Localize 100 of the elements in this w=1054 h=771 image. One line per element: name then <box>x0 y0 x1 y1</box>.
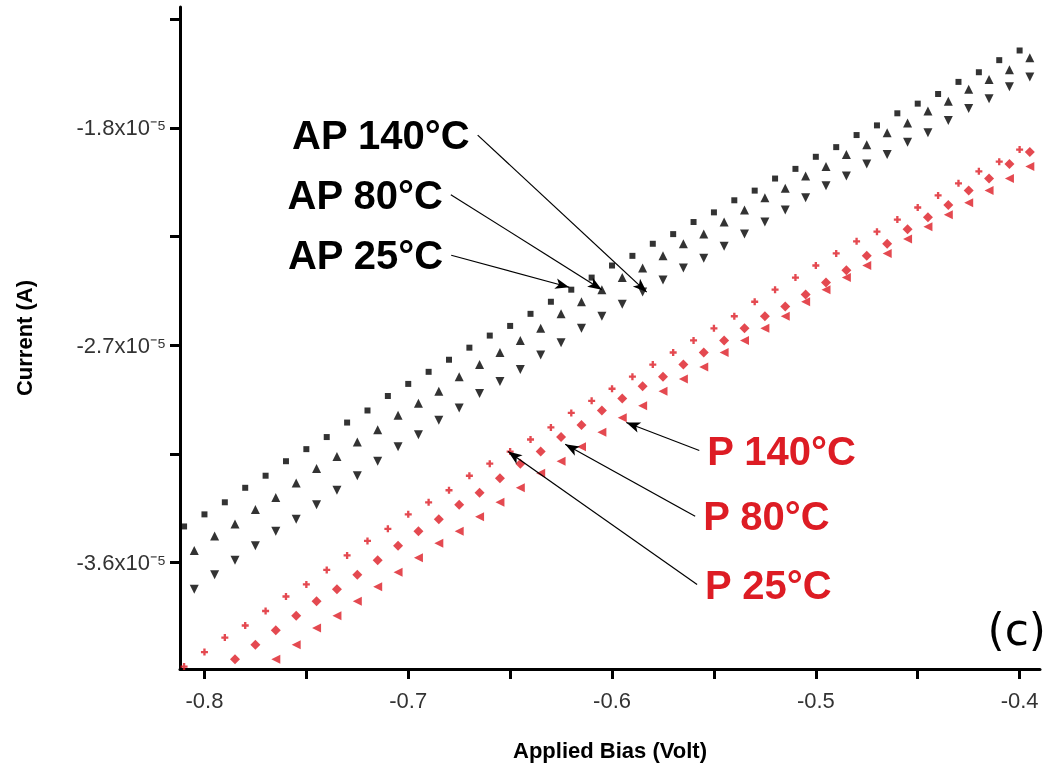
point <box>475 389 485 399</box>
point <box>576 442 586 452</box>
point <box>935 90 942 97</box>
point <box>576 323 586 333</box>
point <box>731 197 738 204</box>
point <box>556 456 566 466</box>
point <box>332 451 342 461</box>
annotation: P 140°C <box>707 428 857 473</box>
point <box>230 654 241 665</box>
point <box>230 555 240 565</box>
point <box>690 336 698 344</box>
point <box>943 210 953 220</box>
point <box>873 122 880 129</box>
point <box>312 500 322 510</box>
point <box>943 116 953 126</box>
point <box>344 419 351 426</box>
point <box>740 229 749 239</box>
point <box>923 128 933 138</box>
point <box>955 78 962 85</box>
point <box>772 175 779 182</box>
point <box>352 569 363 580</box>
x-tick-label: -0.6 <box>593 687 631 713</box>
point <box>882 238 893 249</box>
point <box>739 323 750 334</box>
point <box>649 361 657 369</box>
point <box>995 158 1003 166</box>
point <box>963 185 974 196</box>
point <box>230 519 240 529</box>
point <box>210 531 220 541</box>
point <box>1025 161 1035 171</box>
point <box>882 128 892 138</box>
point <box>678 374 688 384</box>
point <box>494 473 505 484</box>
point <box>690 219 697 226</box>
point <box>393 567 403 577</box>
x-tick-label: -0.5 <box>796 687 835 713</box>
point <box>914 204 922 212</box>
point <box>658 251 668 261</box>
point <box>841 273 851 283</box>
point <box>699 229 709 239</box>
point <box>914 100 921 107</box>
point <box>649 240 656 247</box>
point <box>446 356 452 363</box>
point <box>710 209 717 216</box>
point <box>698 347 709 358</box>
point <box>861 250 872 261</box>
point <box>547 423 555 431</box>
point <box>221 634 229 642</box>
point <box>791 274 799 282</box>
point <box>922 212 933 223</box>
x-axis-title: Applied Bias (Volt) <box>513 737 707 763</box>
point <box>352 471 362 481</box>
point <box>812 153 819 160</box>
y-tick-label: -2.7x10⁻⁵ <box>76 332 166 358</box>
point <box>465 472 473 480</box>
point <box>801 193 811 203</box>
point <box>433 514 444 525</box>
point <box>454 526 464 536</box>
point <box>556 338 566 348</box>
point <box>617 413 627 423</box>
point <box>628 373 636 381</box>
point <box>373 582 383 592</box>
point <box>434 386 444 396</box>
point <box>405 380 412 387</box>
point <box>780 205 790 215</box>
point <box>1016 47 1023 54</box>
point <box>200 648 208 656</box>
point <box>719 335 730 346</box>
point <box>536 350 546 360</box>
point <box>547 298 554 305</box>
point <box>984 173 995 184</box>
point <box>588 397 596 405</box>
point <box>393 442 403 452</box>
point <box>841 149 851 159</box>
point <box>425 368 432 375</box>
point <box>853 132 860 139</box>
point <box>853 237 861 245</box>
point <box>515 364 525 374</box>
point <box>291 610 302 621</box>
point <box>291 640 301 650</box>
point <box>740 205 749 215</box>
point <box>678 359 689 370</box>
point <box>934 191 942 199</box>
point <box>699 362 709 372</box>
point <box>332 485 342 495</box>
point <box>404 510 412 518</box>
annotation: AP 140°C <box>292 113 470 158</box>
point <box>841 265 852 276</box>
point <box>596 405 607 416</box>
point <box>576 297 586 307</box>
point <box>975 69 982 76</box>
point <box>425 498 433 506</box>
point <box>759 311 770 322</box>
point <box>862 261 872 271</box>
point <box>894 110 901 117</box>
point <box>486 332 493 339</box>
point <box>1024 146 1035 157</box>
point <box>413 553 423 563</box>
point <box>250 505 260 515</box>
point <box>812 262 820 270</box>
